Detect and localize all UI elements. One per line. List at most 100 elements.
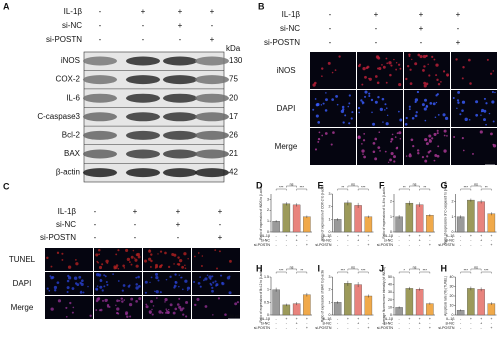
cell-signal bbox=[385, 81, 388, 84]
condition-label: si-POSTN bbox=[377, 243, 394, 247]
cell-signal bbox=[385, 122, 389, 126]
condition-sign: + bbox=[480, 321, 482, 325]
cell-signal bbox=[494, 91, 496, 94]
cell-signal bbox=[112, 273, 114, 276]
cell-signal bbox=[69, 301, 72, 305]
cell-signal bbox=[158, 310, 162, 314]
condition-label: si-NC bbox=[384, 321, 393, 325]
condition-sign: - bbox=[286, 243, 288, 247]
condition-sign: - bbox=[399, 317, 401, 321]
cell-signal bbox=[199, 285, 202, 288]
cell-signal bbox=[492, 144, 497, 148]
cell-signal bbox=[135, 264, 139, 268]
cell-signal bbox=[56, 281, 60, 285]
significance-label: ns bbox=[413, 182, 417, 186]
cell-signal bbox=[98, 273, 102, 277]
panel-letter: G bbox=[441, 180, 448, 190]
cell-signal bbox=[148, 249, 152, 253]
y-tick-label: 0 bbox=[329, 313, 331, 317]
cell-signal bbox=[428, 139, 432, 143]
significance-bracket bbox=[460, 188, 472, 191]
bar bbox=[415, 204, 424, 233]
cell-signal bbox=[357, 135, 361, 140]
cell-signal bbox=[317, 137, 321, 141]
significance-bracket bbox=[470, 268, 482, 271]
cell-signal bbox=[154, 272, 159, 276]
panel-letter: J bbox=[379, 263, 384, 273]
cell-signal bbox=[424, 159, 428, 163]
cell-signal bbox=[96, 297, 100, 301]
cell-signal bbox=[469, 82, 472, 85]
cell-signal bbox=[117, 312, 120, 315]
condition-sign: + bbox=[218, 207, 223, 216]
cell-signal bbox=[384, 150, 387, 153]
cell-signal bbox=[133, 257, 136, 259]
kda-value: 42 bbox=[229, 168, 238, 177]
micrograph bbox=[192, 248, 240, 271]
significance-label: ns bbox=[290, 182, 294, 186]
cell-signal bbox=[234, 302, 238, 306]
condition-label: si-POSTN bbox=[438, 243, 455, 247]
kda-value: 20 bbox=[229, 93, 238, 102]
cell-signal bbox=[434, 154, 438, 157]
cell-signal bbox=[331, 98, 334, 101]
cell-signal bbox=[341, 105, 345, 109]
kda-unit: kDa bbox=[226, 44, 241, 53]
condition-label: si-NC bbox=[446, 321, 455, 325]
cell-signal bbox=[174, 273, 177, 276]
cell-signal bbox=[362, 67, 366, 71]
cell-signal bbox=[395, 62, 398, 64]
cell-signal bbox=[130, 255, 134, 259]
condition-sign: + bbox=[419, 24, 424, 33]
cell-signal bbox=[350, 117, 353, 120]
condition-sign: + bbox=[306, 234, 308, 238]
cell-signal bbox=[414, 62, 418, 66]
cell-signal bbox=[410, 138, 414, 142]
cell-signal bbox=[130, 297, 134, 301]
condition-sign: + bbox=[480, 234, 482, 238]
condition-sign: + bbox=[285, 317, 287, 321]
micrograph bbox=[94, 272, 142, 295]
cell-signal bbox=[177, 256, 180, 259]
condition-sign: - bbox=[419, 243, 421, 247]
y-axis-label: Ratio of expression of C-caspase3 to β-a… bbox=[443, 181, 447, 244]
cell-signal bbox=[368, 77, 372, 81]
condition-sign: + bbox=[296, 317, 298, 321]
condition-sign: - bbox=[460, 238, 462, 242]
cell-signal bbox=[66, 290, 69, 294]
blot-band bbox=[126, 130, 160, 140]
blot-band bbox=[126, 75, 160, 85]
cell-signal bbox=[211, 275, 214, 278]
cell-signal bbox=[361, 149, 365, 153]
cell-signal bbox=[220, 274, 223, 277]
cell-signal bbox=[184, 279, 188, 283]
cell-signal bbox=[135, 276, 138, 279]
significance-bracket bbox=[460, 271, 472, 274]
cell-signal bbox=[426, 155, 429, 158]
panel-letter: H bbox=[441, 263, 448, 273]
condition-sign: - bbox=[419, 326, 421, 330]
cell-signal bbox=[483, 97, 486, 100]
condition-sign: - bbox=[276, 238, 278, 242]
cell-signal bbox=[390, 137, 394, 141]
cell-signal bbox=[99, 308, 103, 312]
cell-signal bbox=[165, 311, 168, 314]
blot-band bbox=[163, 75, 197, 85]
cell-signal bbox=[368, 92, 371, 95]
condition-sign: + bbox=[456, 38, 461, 47]
cell-signal bbox=[390, 151, 394, 156]
micrograph bbox=[45, 296, 93, 319]
micrograph bbox=[45, 248, 93, 271]
condition-label: si-POSTN bbox=[315, 243, 332, 247]
cell-signal bbox=[181, 265, 185, 269]
cell-signal bbox=[120, 297, 124, 300]
cell-signal bbox=[408, 154, 412, 158]
cell-signal bbox=[104, 275, 107, 278]
cell-signal bbox=[135, 283, 138, 286]
bar bbox=[426, 303, 434, 316]
cell-signal bbox=[357, 106, 361, 110]
cell-signal bbox=[212, 314, 214, 316]
y-tick-label: 2 bbox=[267, 208, 269, 212]
cell-signal bbox=[429, 138, 431, 141]
y-tick-label: 50 bbox=[388, 275, 392, 279]
